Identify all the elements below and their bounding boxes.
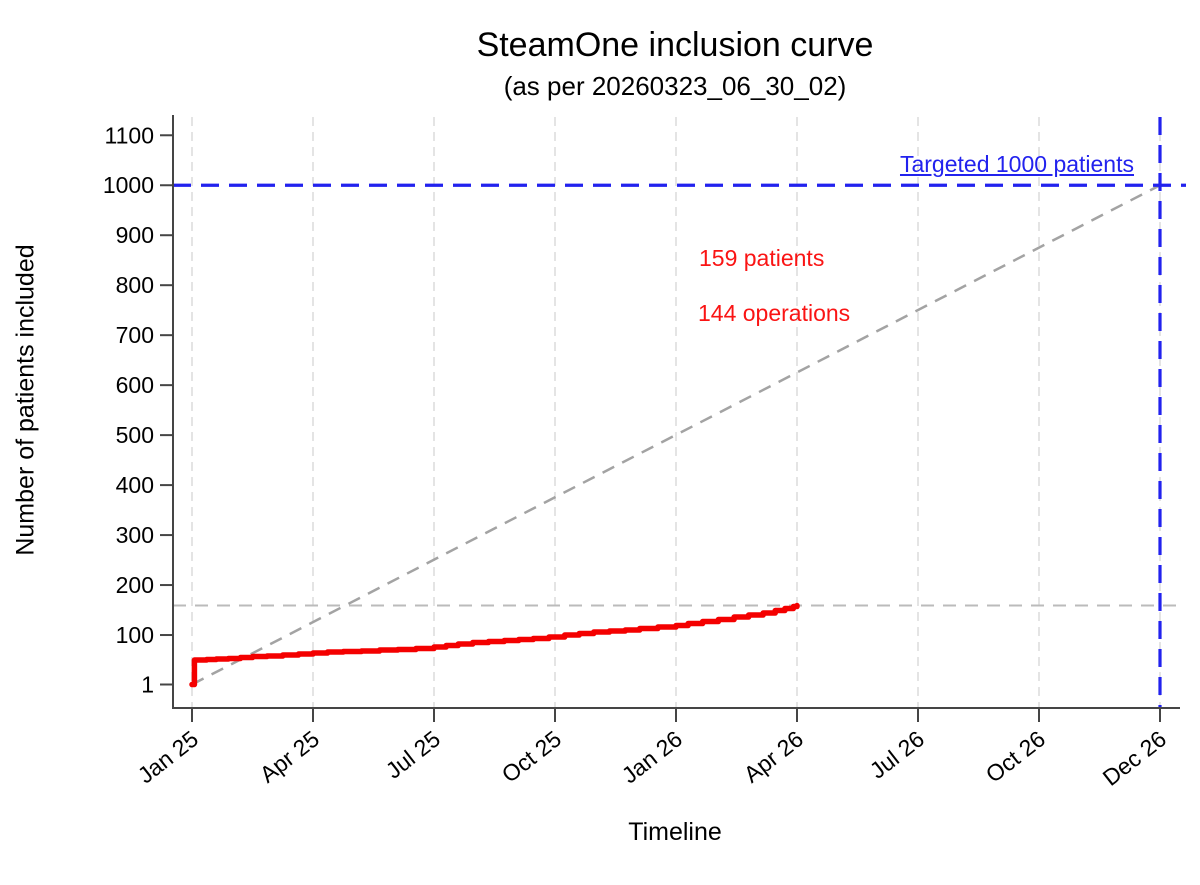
target-projection-line bbox=[191, 184, 1161, 686]
x-tick-label: Oct 25 bbox=[497, 725, 566, 787]
x-tick-label: Apr 26 bbox=[739, 725, 808, 787]
x-tick-label: Dec 26 bbox=[1098, 725, 1171, 790]
y-tick-label: 700 bbox=[116, 322, 154, 348]
y-tick-label: 500 bbox=[116, 422, 154, 448]
patients-count-annotation: 159 patients bbox=[699, 245, 825, 271]
x-axis-label: Timeline bbox=[628, 818, 722, 846]
y-tick-label: 1 bbox=[141, 672, 154, 698]
y-tick-label: 1000 bbox=[103, 172, 154, 198]
y-tick-label: 200 bbox=[116, 572, 154, 598]
chart-subtitle: (as per 20260323_06_30_02) bbox=[503, 71, 847, 101]
y-tick-label: 100 bbox=[116, 622, 154, 648]
y-tick-label: 300 bbox=[116, 522, 154, 548]
x-tick-label: Jul 26 bbox=[865, 725, 929, 783]
x-tick-label: Apr 25 bbox=[255, 725, 324, 787]
y-tick-label: 600 bbox=[116, 372, 154, 398]
x-tick-label: Oct 26 bbox=[981, 725, 1050, 787]
y-axis-label: Number of patients included bbox=[11, 244, 40, 556]
y-tick-label: 1100 bbox=[105, 122, 154, 148]
y-tick-label: 400 bbox=[116, 472, 154, 498]
y-tick-label: 800 bbox=[116, 272, 154, 298]
inclusion-curve bbox=[189, 602, 800, 688]
chart-title: SteamOne inclusion curve bbox=[476, 26, 874, 64]
y-tick-label: 900 bbox=[116, 222, 154, 248]
x-tick-label: Jul 25 bbox=[381, 725, 445, 783]
operations-count-annotation: 144 operations bbox=[698, 300, 851, 326]
x-tick-label: Jan 26 bbox=[617, 725, 687, 788]
x-tick-label: Jan 25 bbox=[133, 725, 203, 788]
target-annotation: Targeted 1000 patients bbox=[899, 151, 1134, 177]
